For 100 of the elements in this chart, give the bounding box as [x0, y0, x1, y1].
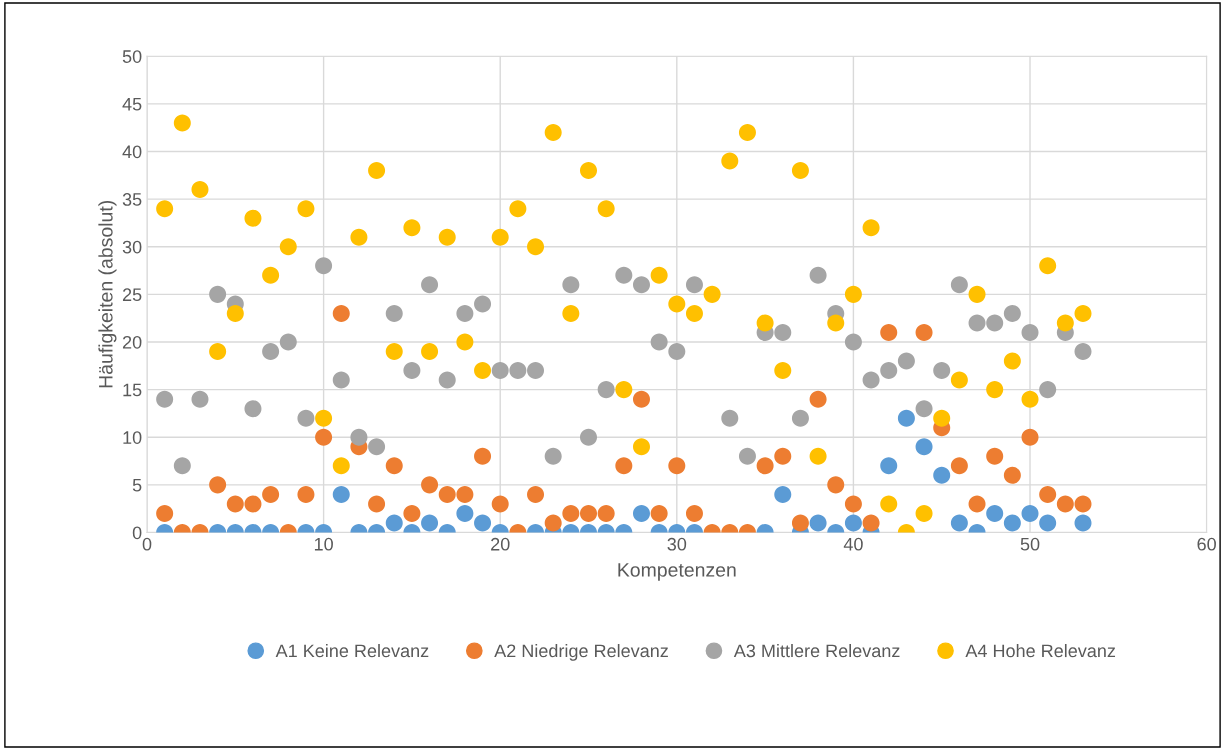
point [562, 504, 580, 522]
point [527, 238, 545, 256]
point [1003, 304, 1021, 322]
point [509, 200, 527, 218]
x-tick-label: 30 [667, 537, 687, 551]
point [950, 514, 968, 532]
y-tick-label: 20 [122, 335, 142, 349]
point [456, 304, 474, 322]
point [544, 123, 562, 141]
point [1039, 514, 1057, 532]
point [668, 295, 686, 313]
point [315, 428, 333, 446]
point [438, 485, 456, 503]
point [544, 514, 562, 532]
point [703, 285, 721, 303]
y-tick-label: 30 [122, 240, 142, 254]
point [244, 495, 262, 513]
point [791, 409, 809, 427]
point [297, 409, 315, 427]
y-tick-label: 0 [132, 526, 142, 540]
y-tick-label: 10 [123, 431, 142, 444]
point [332, 304, 350, 322]
point [580, 504, 598, 522]
point [491, 495, 509, 513]
point [756, 457, 774, 475]
legend-label: A4 Hohe Relevanz [965, 644, 1116, 658]
point [1056, 495, 1074, 513]
point [403, 219, 421, 237]
point [915, 438, 933, 456]
point [509, 362, 527, 380]
point [1056, 314, 1074, 332]
point [368, 495, 386, 513]
x-tick-label: 10 [314, 537, 333, 551]
point [385, 457, 403, 475]
point [244, 209, 262, 227]
point [456, 333, 474, 351]
y-tick-label: 5 [132, 479, 142, 492]
point [809, 266, 827, 284]
point [844, 285, 862, 303]
point [844, 333, 862, 351]
point [209, 285, 227, 303]
point [862, 219, 880, 237]
point [456, 504, 474, 522]
point [421, 514, 439, 532]
point [1039, 485, 1057, 503]
point [668, 343, 686, 361]
point [262, 343, 280, 361]
point [1003, 514, 1021, 532]
point [315, 257, 333, 275]
point [1039, 381, 1057, 399]
point [950, 276, 968, 294]
point [456, 485, 474, 503]
point [1074, 343, 1092, 361]
point [791, 162, 809, 180]
legend-label: A3 Mittlere Relevanz [733, 644, 900, 658]
x-tick-label: 20 [491, 537, 510, 551]
y-axis-title: Häufigkeiten (absolut) [98, 201, 117, 388]
point [385, 514, 403, 532]
point [844, 495, 862, 513]
point [262, 485, 280, 503]
point [580, 162, 598, 180]
point [297, 485, 315, 503]
y-tick-label: 40 [122, 145, 142, 159]
point [421, 476, 439, 494]
point [438, 228, 456, 246]
point [756, 314, 774, 332]
point [774, 485, 792, 503]
point [1039, 257, 1057, 275]
point [191, 390, 209, 408]
point [332, 457, 350, 475]
point [597, 381, 615, 399]
point [650, 266, 668, 284]
point [791, 514, 809, 532]
point [1074, 514, 1092, 532]
point [632, 438, 650, 456]
point [527, 485, 545, 503]
point [279, 238, 297, 256]
point [1003, 466, 1021, 484]
point [809, 447, 827, 465]
y-tick-label: 15 [123, 383, 142, 397]
x-tick-label: 40 [843, 537, 863, 551]
x-axis-title: Kompetenzen [618, 563, 736, 581]
point [915, 504, 933, 522]
point [880, 362, 898, 380]
point [968, 314, 986, 332]
point [332, 371, 350, 389]
point [173, 114, 191, 132]
legend-label: A2 Niedrige Relevanz [494, 644, 668, 661]
point [915, 323, 933, 341]
point [421, 276, 439, 294]
point [403, 504, 421, 522]
point [915, 400, 933, 418]
point [897, 352, 915, 370]
point [527, 362, 545, 380]
point [615, 381, 633, 399]
point [774, 362, 792, 380]
point [986, 381, 1004, 399]
point [950, 457, 968, 475]
point [827, 476, 845, 494]
point [1021, 428, 1039, 446]
